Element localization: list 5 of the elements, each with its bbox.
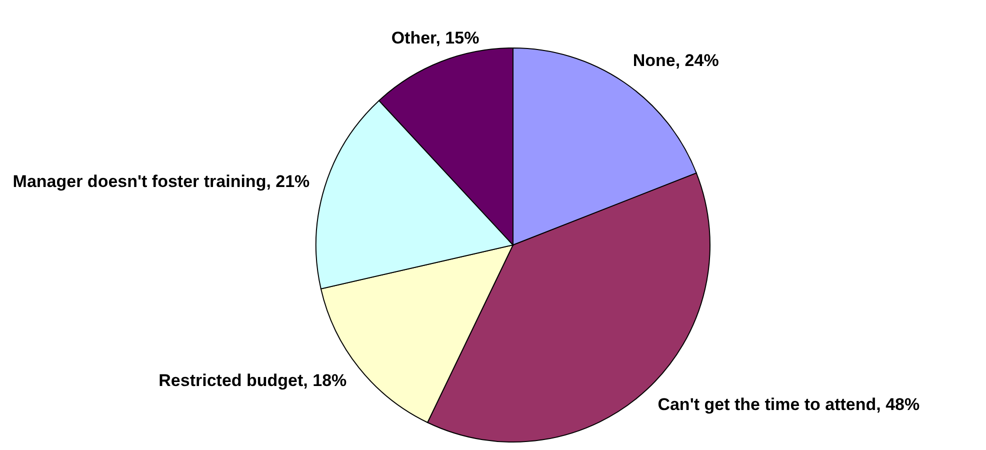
slice-label: Manager doesn't foster training, 21%: [12, 172, 310, 192]
slice-label: Restricted budget, 18%: [158, 371, 347, 390]
slice-label: None, 24%: [632, 50, 719, 70]
slice-label: Other, 15%: [391, 28, 480, 48]
slice-label: Can't get the time to attend, 48%: [658, 394, 920, 414]
